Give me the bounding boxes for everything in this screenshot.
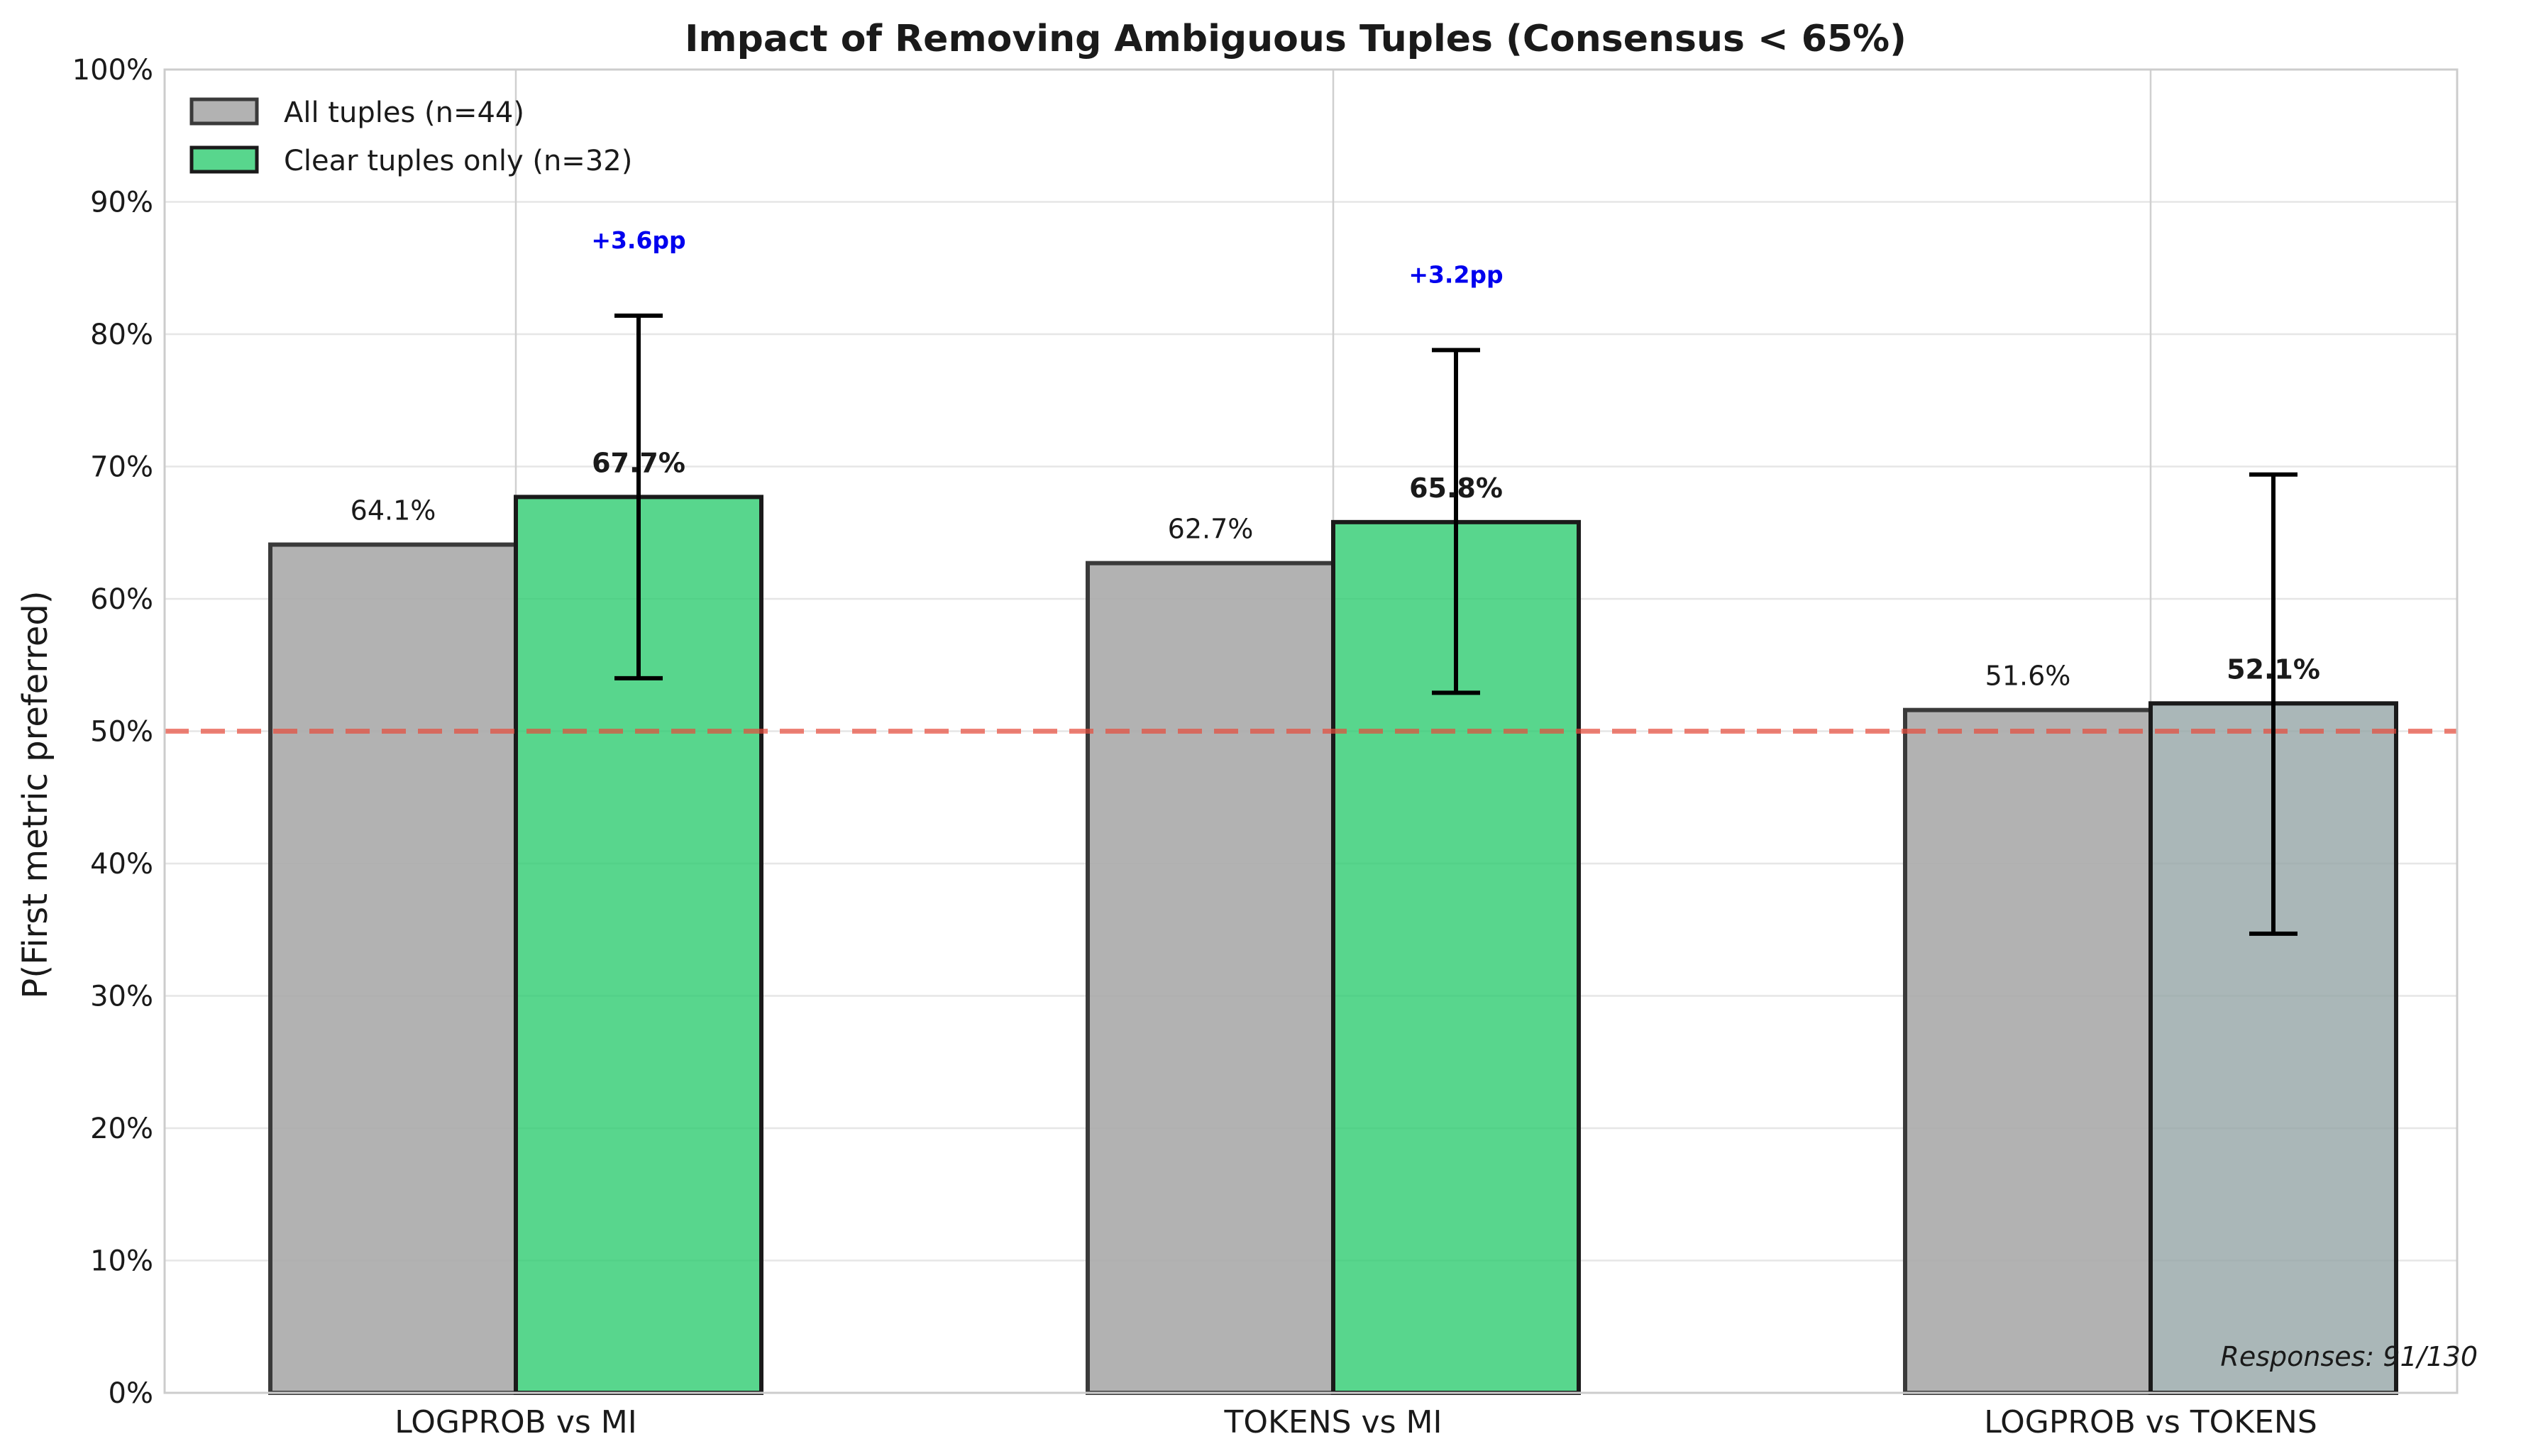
- x-tick-label: LOGPROB vs TOKENS: [1984, 1404, 2317, 1440]
- y-tick-label: 100%: [72, 54, 153, 87]
- chart-title: Impact of Removing Ambiguous Tuples (Con…: [685, 18, 1907, 60]
- y-axis-label: P(First metric preferred): [16, 590, 55, 998]
- y-tick-label: 50%: [90, 716, 153, 749]
- plot-frame: [163, 68, 2459, 1394]
- legend-swatch-clear-tuples: [189, 145, 259, 174]
- bar-all-tuples: [1903, 707, 2153, 1395]
- axes: 0% 10% 20% 30% 40% 50% 60% 70% 80% 90% 100% LOGPROB…: [72, 54, 2459, 1440]
- difference-annotation: +3.2pp: [1408, 260, 1503, 288]
- legend-label-all-tuples: All tuples (n=44): [284, 96, 524, 129]
- x-tick-label: TOKENS vs MI: [1224, 1404, 1442, 1440]
- y-tick-label: 0%: [109, 1377, 153, 1410]
- data-label-all-tuples: 64.1%: [351, 495, 436, 526]
- bar-all-tuples: [268, 542, 518, 1395]
- data-label-clear-tuples: 52.1%: [2227, 653, 2320, 685]
- y-tick-label: 40%: [90, 848, 153, 881]
- bar-labels: 64.1% 67.7% 62.7% 65.8% 51.6% 52.1% +3.6pp +3.2…: [351, 226, 2320, 692]
- y-tick-label: 10%: [90, 1245, 153, 1278]
- bars: [268, 495, 2398, 1396]
- data-label-clear-tuples: 65.8%: [1409, 473, 1503, 504]
- y-tick-label: 70%: [90, 451, 153, 484]
- y-tick-label: 20%: [90, 1113, 153, 1145]
- legend-swatch-all-tuples: [189, 97, 259, 126]
- y-tick-label: 80%: [90, 319, 153, 351]
- legend: All tuples (n=44) Clear tuples only (n=32…: [189, 96, 632, 177]
- error-bars: [614, 313, 2297, 936]
- footnote: Responses: 91/130: [2220, 1341, 2478, 1372]
- bar-all-tuples: [1086, 561, 1335, 1395]
- data-label-all-tuples: 51.6%: [1985, 661, 2071, 692]
- x-tick-label: LOGPROB vs MI: [395, 1404, 636, 1440]
- difference-annotation: +3.6pp: [591, 226, 685, 254]
- data-label-clear-tuples: 67.7%: [592, 447, 685, 478]
- y-tick-label: 90%: [90, 187, 153, 219]
- y-tick-label: 60%: [90, 583, 153, 616]
- data-label-all-tuples: 62.7%: [1168, 514, 1254, 545]
- legend-label-clear-tuples: Clear tuples only (n=32): [284, 145, 632, 177]
- y-tick-label: 30%: [90, 981, 153, 1013]
